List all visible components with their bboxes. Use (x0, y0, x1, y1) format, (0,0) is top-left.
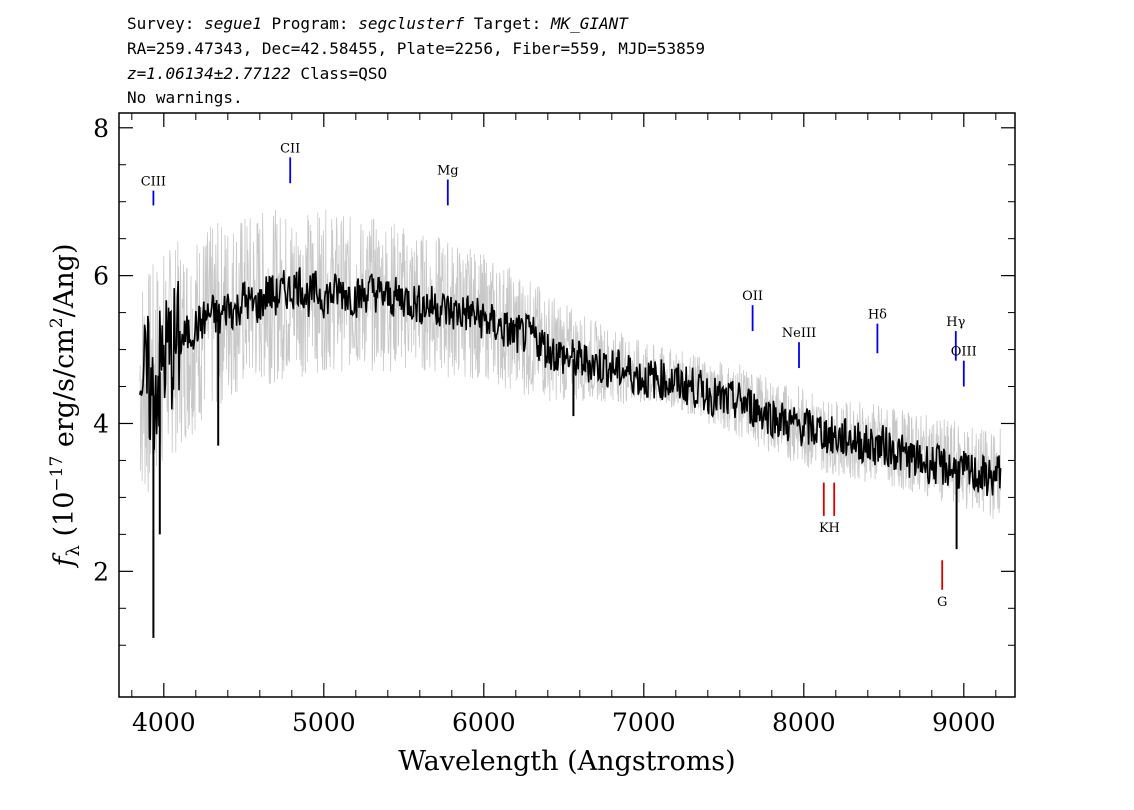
line-marker-label: K (819, 521, 829, 536)
line-marker: NeIII (782, 326, 816, 369)
line-marker-label: Hδ (868, 308, 887, 323)
line-marker-label: Mg (437, 164, 459, 179)
line-marker: OII (742, 289, 763, 332)
line-marker: G (937, 560, 947, 610)
line-marker-label: H (829, 521, 840, 536)
y-tick-label: 4 (93, 409, 109, 438)
line-marker: Mg (437, 164, 459, 206)
y-axis-label: fλ (10−17 erg/s/cm2/Ang) (47, 244, 84, 569)
y-tick-label: 2 (93, 557, 109, 586)
line-marker: Hγ (946, 315, 966, 361)
header-line-3: z=1.06134±2.77122 Class=QSO (127, 64, 387, 83)
x-tick-label: 9000 (932, 708, 996, 737)
header-block: Survey: segue1 Program: segclusterf Targ… (127, 14, 705, 107)
y-tick-label: 6 (93, 262, 109, 291)
line-marker-label: OII (742, 289, 763, 304)
line-marker: CIII (141, 175, 166, 206)
axes: 4000 5000 6000 7000 8000 9000 2 4 6 8 (93, 113, 1015, 737)
plot-area: CIII CII Mg OII NeIII Hδ Hγ OIII K H G (139, 141, 1002, 638)
plot-frame (118, 112, 1016, 698)
x-axis-label: Wavelength (Angstroms) (398, 746, 735, 777)
line-marker: H (829, 482, 840, 536)
header-line-4: No warnings. (127, 88, 243, 107)
line-marker-label: G (937, 595, 947, 610)
line-marker: CII (280, 141, 300, 184)
x-tick-label: 6000 (452, 708, 516, 737)
error-envelope (139, 209, 1001, 519)
line-marker-label: CII (280, 141, 300, 156)
flux-line (139, 267, 1002, 497)
line-marker-label: OIII (951, 345, 977, 360)
header-line-1: Survey: segue1 Program: segclusterf Targ… (127, 14, 629, 33)
line-marker-label: NeIII (782, 326, 816, 341)
x-tick-label: 8000 (772, 708, 836, 737)
header-line-2: RA=259.47343, Dec=42.58455, Plate=2256, … (127, 39, 705, 58)
line-marker-label: CIII (141, 175, 166, 190)
x-tick-label: 5000 (292, 708, 356, 737)
x-tick-label: 4000 (132, 708, 196, 737)
line-marker: OIII (951, 345, 977, 387)
y-tick-label: 8 (93, 114, 109, 143)
line-marker: Hδ (868, 308, 887, 354)
x-tick-label: 7000 (612, 708, 676, 737)
line-marker-label: Hγ (946, 315, 965, 330)
line-marker: K (819, 482, 829, 536)
